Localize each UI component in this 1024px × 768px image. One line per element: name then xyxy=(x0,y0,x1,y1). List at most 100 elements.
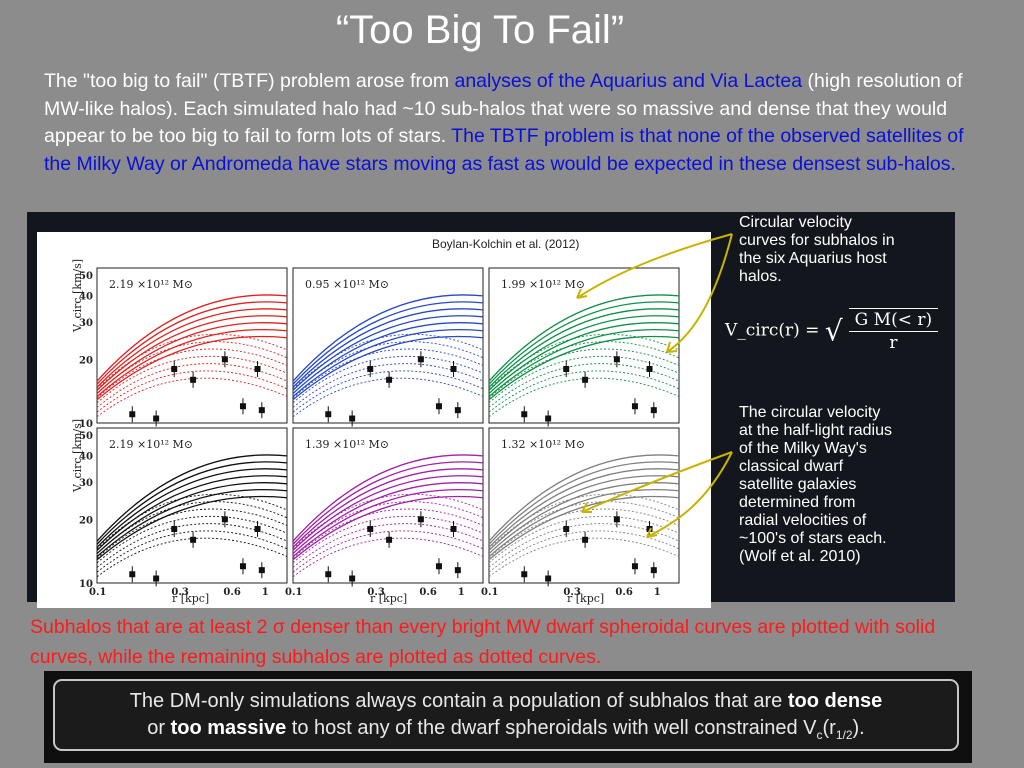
panel-mass-label: 1.99 ×10¹² M⊙ xyxy=(501,278,585,291)
dwarf-galaxy-point xyxy=(613,516,620,523)
dwarf-galaxy-point xyxy=(221,356,228,363)
subhalo-velocity-plots: Boylan-Kolchin et al. (2012) V_circ [km/… xyxy=(71,237,680,605)
dwarf-galaxy-point xyxy=(349,415,356,422)
equation-numerator: G M(< r) xyxy=(848,308,939,332)
subhalo-curve-solid xyxy=(488,308,680,388)
subhalo-curve-dotted xyxy=(96,493,288,550)
conclusion-text-5: ). xyxy=(852,717,865,739)
subhalo-curve-dotted xyxy=(292,363,484,408)
note-top-line-1: Circular velocity xyxy=(739,214,852,231)
subhalo-curve-solid xyxy=(96,315,288,391)
equation-denominator: r xyxy=(889,333,898,353)
conclusion-sub-2: 1/2 xyxy=(835,728,853,742)
x-tick-label: 0.1 xyxy=(89,587,106,598)
subhalo-curve-dotted xyxy=(96,333,288,390)
plot-area: Boylan-Kolchin et al. (2012) V_circ [km/… xyxy=(37,232,711,608)
subhalo-curve-solid xyxy=(96,454,288,542)
y-tick-label: 50 xyxy=(79,431,93,442)
subhalo-curve-solid xyxy=(292,488,484,558)
y-tick-label: 20 xyxy=(79,355,93,366)
subhalo-curve-solid xyxy=(292,301,484,385)
dwarf-galaxy-point xyxy=(646,525,653,532)
dwarf-galaxy-point xyxy=(582,536,589,543)
x-tick-label: 0.6 xyxy=(615,587,632,598)
dwarf-galaxy-point xyxy=(646,365,653,372)
subhalo-curve-solid xyxy=(292,294,484,382)
note-top-line-4: halos. xyxy=(739,268,782,285)
velocity-curves-note: Circular velocity curves for subhalos in… xyxy=(739,214,895,286)
circular-velocity-equation: V_circ(r) = √ G M(< r) r xyxy=(725,308,939,354)
note-bottom-line-7: radial velocities of xyxy=(739,512,867,529)
subhalo-curve-dotted xyxy=(488,501,680,554)
note-bottom-line-9: (Wolf et al. 2010) xyxy=(739,548,861,565)
note-bottom-line-1: The circular velocity xyxy=(739,404,881,421)
dwarf-galaxy-point xyxy=(435,563,442,570)
subhalo-curve-dotted xyxy=(96,363,288,408)
subhalo-curve-solid xyxy=(96,301,288,385)
subhalo-curve-solid xyxy=(488,322,680,395)
intro-text-1: The "too big to fail" (TBTF) problem aro… xyxy=(44,70,455,92)
subhalo-curve-dotted xyxy=(292,501,484,554)
dwarf-galaxy-point xyxy=(450,525,457,532)
panel-mass-label: 0.95 ×10¹² M⊙ xyxy=(305,278,389,291)
intro-text-2: (high resolution of MW-like halos). Each… xyxy=(44,70,963,147)
subhalo-curve-dotted xyxy=(488,363,680,408)
note-top-line-2: curves for subhalos in xyxy=(739,232,895,249)
dwarf-galaxy-point xyxy=(221,516,228,523)
subhalo-curve-solid xyxy=(292,322,484,395)
panel-frame xyxy=(488,267,680,424)
subhalo-curve-dotted xyxy=(292,370,484,413)
subhalo-curve-dotted xyxy=(488,341,680,394)
dwarf-galaxy-point xyxy=(258,567,265,574)
dwarf-galaxy-point xyxy=(239,563,246,570)
subhalo-curve-solid xyxy=(292,475,484,551)
note-top-line-3: the six Aquarius host xyxy=(739,250,887,267)
subhalo-curve-dotted xyxy=(292,537,484,578)
subhalo-curve-solid xyxy=(292,482,484,555)
figure-caption: Subhalos that are at least 2 σ denser th… xyxy=(30,616,936,668)
y-tick-label: 10 xyxy=(79,579,93,590)
dwarf-galaxy-point xyxy=(435,403,442,410)
subhalo-curve-dotted xyxy=(488,537,680,578)
y-tick-label: 20 xyxy=(79,515,93,526)
dwarf-galaxy-point xyxy=(239,403,246,410)
conclusion-box: The DM-only simulations always contain a… xyxy=(53,679,959,751)
subhalo-curve-dotted xyxy=(96,501,288,554)
slide-title: “Too Big To Fail” xyxy=(335,8,625,52)
equation-lhs: V_circ(r) = xyxy=(725,320,820,341)
x-axis-label-2: r [kpc] xyxy=(370,592,407,605)
subhalo-curve-dotted xyxy=(96,515,288,564)
x-tick-label: 1 xyxy=(458,587,465,598)
conclusion-text-2: or xyxy=(147,717,171,739)
dwarf-galaxy-point xyxy=(190,536,197,543)
x-tick-label: 0.6 xyxy=(223,587,240,598)
subhalo-curve-dotted xyxy=(292,523,484,568)
subhalo-curve-solid xyxy=(292,335,484,401)
dwarf-galaxy-point xyxy=(153,575,160,582)
dwarf-galaxy-point xyxy=(521,571,528,578)
subhalo-curve-dotted xyxy=(292,515,484,564)
subhalo-curve-dotted xyxy=(292,493,484,550)
panel-frame xyxy=(96,267,288,424)
subhalo-curve-solid xyxy=(488,315,680,391)
dwarf-galaxy-point xyxy=(171,365,178,372)
dwarf-galaxy-point xyxy=(450,365,457,372)
subhalo-curve-dotted xyxy=(488,370,680,413)
note-bottom-line-3: of the Milky Way's xyxy=(739,440,867,457)
dwarf-galaxy-point xyxy=(563,365,570,372)
y-tick-label: 40 xyxy=(79,452,93,463)
subhalo-curve-dotted xyxy=(96,530,288,573)
subhalo-curve-dotted xyxy=(96,377,288,418)
subhalo-curve-solid xyxy=(488,301,680,385)
conclusion-bold-2: too massive xyxy=(170,717,287,739)
conclusion-bold-1: too dense xyxy=(787,690,883,712)
subhalo-curve-dotted xyxy=(292,341,484,394)
panel-mass-label: 2.19 ×10¹² M⊙ xyxy=(109,278,193,291)
dwarf-galaxy-point xyxy=(417,356,424,363)
conclusion-sub-1: c xyxy=(816,728,823,742)
panel-frame xyxy=(292,427,484,584)
subhalo-curve-solid xyxy=(96,308,288,388)
subhalo-curve-solid xyxy=(96,468,288,548)
dwarf-galaxy-point xyxy=(190,376,197,383)
figure-panel: Boylan-Kolchin et al. (2012) V_circ [km/… xyxy=(27,212,955,608)
